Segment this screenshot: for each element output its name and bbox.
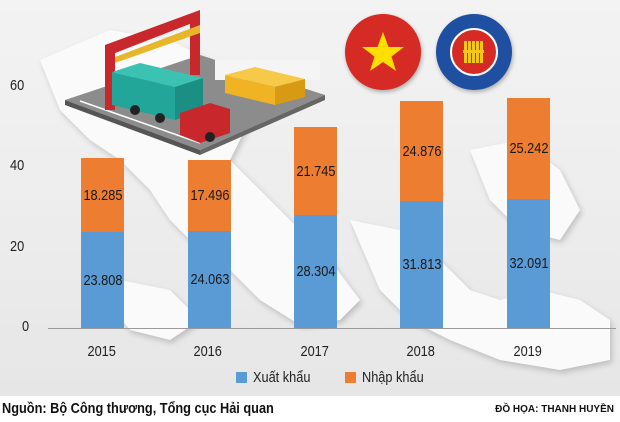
- bar-2019: 25.242 32.091: [507, 98, 550, 328]
- bar-2018: 24.876 31.813: [400, 101, 443, 328]
- bar-segment-import: 24.876: [400, 101, 443, 201]
- bar-segment-export: 32.091: [507, 199, 550, 328]
- y-tick-40: 40: [10, 157, 25, 174]
- y-tick-0: 0: [22, 318, 30, 335]
- x-label-2018: 2018: [406, 343, 436, 360]
- graphic-credit: ĐỒ HỌA: THANH HUYỀN: [495, 404, 614, 415]
- container-port-illustration: [65, 10, 325, 155]
- vietnam-flag-icon: [345, 14, 421, 90]
- source-note: Nguồn: Bộ Công thương, Tổng cục Hải quan: [2, 400, 274, 417]
- bar-segment-export: 24.063: [188, 231, 231, 328]
- bar-2015: 18.285 23.808: [81, 158, 124, 328]
- bar-segment-import: 18.285: [81, 158, 124, 232]
- x-label-2019: 2019: [513, 343, 543, 360]
- chart-legend: Xuất khẩu Nhập khẩu: [236, 369, 428, 386]
- legend-swatch-export: [236, 372, 247, 383]
- legend-label-import: Nhập khẩu: [361, 369, 424, 386]
- bar-segment-export: 23.808: [81, 232, 124, 328]
- x-axis-baseline: [48, 328, 616, 329]
- bar-segment-import: 17.496: [188, 160, 231, 231]
- asean-emblem-icon: [436, 14, 512, 90]
- bar-segment-import: 25.242: [507, 98, 550, 199]
- y-tick-20: 20: [10, 238, 25, 255]
- bar-2017: 21.745 28.304: [294, 127, 337, 328]
- bar-segment-export: 28.304: [294, 215, 337, 328]
- y-tick-60: 60: [10, 77, 25, 94]
- x-label-2017: 2017: [300, 343, 330, 360]
- x-label-2015: 2015: [87, 343, 117, 360]
- bar-segment-import: 21.745: [294, 127, 337, 215]
- legend-label-export: Xuất khẩu: [253, 369, 311, 386]
- legend-swatch-import: [344, 372, 356, 383]
- x-label-2016: 2016: [193, 343, 223, 360]
- bar-2016: 17.496 24.063: [188, 160, 231, 328]
- bar-segment-export: 31.813: [400, 201, 443, 328]
- chart-panel: 60 40 20 0 18.285 23.808 17.496 24.063 2…: [0, 0, 620, 396]
